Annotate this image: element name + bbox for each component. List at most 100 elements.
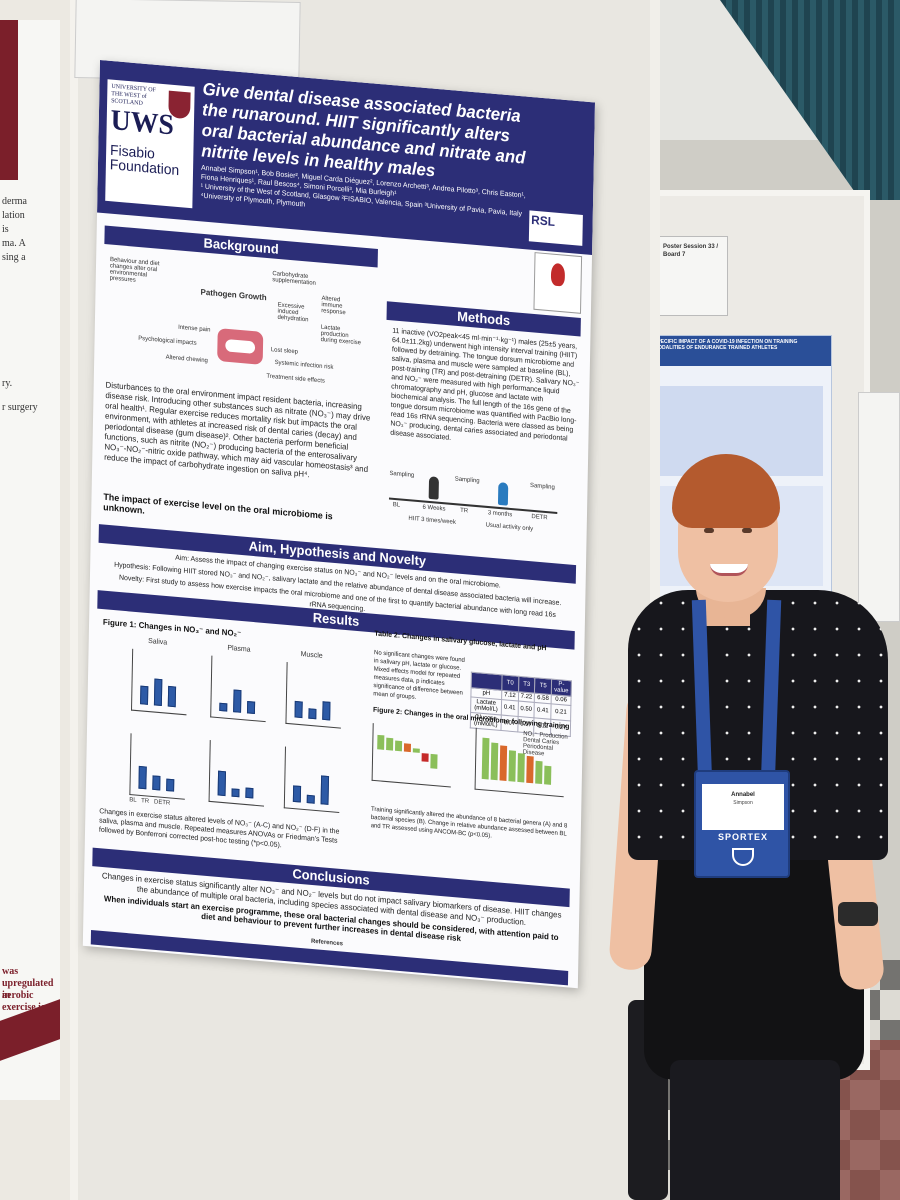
eye <box>742 528 752 533</box>
table2-header-cell: T3 <box>518 676 536 694</box>
bar <box>526 755 534 784</box>
cycling-icon <box>428 476 439 500</box>
timeline-tr: TR <box>460 507 469 515</box>
boxplot <box>219 702 228 712</box>
neighbour-poster-header: SPECIFIC IMPACT OF A COVID-19 INFECTION … <box>651 336 831 366</box>
bar <box>535 760 543 785</box>
graphic-behaviour: Behaviour and diet changes alter oral en… <box>109 256 160 284</box>
left-text-1: derma <box>2 196 27 207</box>
boxplot <box>322 701 331 721</box>
name-badge: Annabel Simpson SPORTEX <box>694 770 790 878</box>
black-skirt <box>644 850 864 1080</box>
bar <box>490 742 499 781</box>
badge-name: Annabel <box>731 792 755 798</box>
graphic-treatment: Treatment side effects <box>266 373 325 385</box>
bar <box>394 740 403 752</box>
left-text-7: r surgery <box>2 402 38 413</box>
timeline-sampling-1: Sampling <box>389 470 415 480</box>
left-text-2: lation <box>2 210 25 221</box>
boxplot <box>138 765 147 790</box>
ecss-logo <box>533 252 583 314</box>
presenter: Annabel Simpson SPORTEX <box>600 440 900 1200</box>
bar <box>377 734 385 750</box>
far-poster <box>858 392 900 622</box>
x-label-tr: TR <box>141 798 150 805</box>
boxplot <box>306 794 315 804</box>
left-text-6: ry. <box>2 378 13 389</box>
x-label-bl: BL <box>129 797 137 804</box>
figure2-caption: Training significantly altered the abund… <box>370 806 568 840</box>
table-cell: 0.21 <box>550 703 571 721</box>
timeline-sampling-2: Sampling <box>454 476 480 485</box>
neighbour-poster-title: SPECIFIC IMPACT OF A COVID-19 INFECTION … <box>654 339 798 351</box>
figure1-panel-a <box>131 648 188 716</box>
figure1-panel-b <box>210 655 267 723</box>
table-cell: 0.41 <box>501 699 519 717</box>
bar <box>421 753 429 762</box>
graphic-carb: Carbohydrate supplementation <box>272 270 316 287</box>
bar <box>517 753 525 783</box>
red-hair <box>672 454 780 528</box>
boxplot <box>233 689 242 713</box>
graphic-psych: Psychological impacts <box>138 335 197 347</box>
figure1-col-plasma: Plasma <box>227 644 251 654</box>
references-label: References <box>310 938 344 948</box>
graphic-chewing: Altered chewing <box>165 354 208 365</box>
graphic-pain: Intense pain <box>178 324 211 334</box>
boxplot <box>140 685 149 705</box>
figure1-title: Figure 1: Changes in NO₃⁻ and NO₂⁻ <box>102 617 242 639</box>
graphic-lactate: Lactate production during exercise <box>320 324 362 347</box>
boxplot <box>292 785 302 803</box>
graphic-dehydration: Excessive induced dehydration <box>277 302 309 324</box>
study-timeline: Sampling Sampling Sampling BL 6 Weeks TR… <box>388 456 558 543</box>
graphic-center: Pathogen Growth <box>200 287 267 303</box>
badge-surname: Simpson <box>733 800 753 806</box>
figure2-legend: NO₃⁻ Production Dental Caries Periodonta… <box>523 730 573 760</box>
figure1-panel-e <box>208 740 266 807</box>
flame-icon <box>550 262 566 287</box>
bar <box>412 748 420 753</box>
bar <box>499 745 508 781</box>
research-poster: UNIVERSITY OF THE WEST of SCOTLAND UWS F… <box>82 60 596 989</box>
crest-icon <box>168 90 191 120</box>
bar <box>481 737 490 780</box>
left-text-4: ma. A <box>2 238 26 249</box>
bar <box>430 753 438 769</box>
poster-wrapper: UNIVERSITY OF THE WEST of SCOTLAND UWS F… <box>82 60 630 989</box>
graphic-infection: Systemic infection risk <box>274 359 334 371</box>
bar <box>508 750 516 782</box>
left-text-9: aerobic exercise is <box>2 990 45 1013</box>
boxplot <box>152 775 161 791</box>
fisabio-wordmark: Fisabio Foundation <box>109 141 180 179</box>
figure2-chart-a <box>371 723 452 788</box>
table-cell: 0.41 <box>534 702 552 720</box>
methods-text: 11 inactive (VO2peak<45 ml·min⁻¹·kg⁻¹) m… <box>390 327 580 443</box>
rsl-logo: RSL <box>528 210 583 246</box>
board-notice-text: Poster Session 33 / Board 7 <box>663 244 719 258</box>
left-text-5: sing a <box>2 252 26 263</box>
boxplot <box>294 700 303 719</box>
timeline-line <box>388 497 558 515</box>
left-text-8: was upregulated in <box>2 966 54 1001</box>
badge-card: Annabel Simpson <box>702 784 784 830</box>
eye <box>704 528 714 533</box>
figure1-panel-f <box>283 746 341 814</box>
timeline-months: 3 months <box>487 510 513 519</box>
uws-fisabio-logo: UNIVERSITY OF THE WEST of SCOTLAND UWS F… <box>105 79 195 209</box>
left-poster <box>0 20 60 1100</box>
figure1-panel-c <box>285 662 343 729</box>
timeline-sampling-3: Sampling <box>529 482 555 492</box>
boxplot <box>167 685 177 708</box>
boxplot <box>308 708 317 720</box>
graphic-sleep: Lost sleep <box>270 347 299 356</box>
badge-logo-icon <box>732 848 754 866</box>
figure1-caption: Changes in exercise status altered level… <box>98 807 340 850</box>
boxplot <box>320 775 330 805</box>
bar <box>386 737 394 751</box>
boxplot <box>217 770 227 797</box>
boxplot <box>153 678 163 707</box>
legs-tights <box>670 1060 840 1200</box>
timeline-bl: BL <box>392 501 401 509</box>
graphic-immune: Altered immune response <box>321 295 346 317</box>
